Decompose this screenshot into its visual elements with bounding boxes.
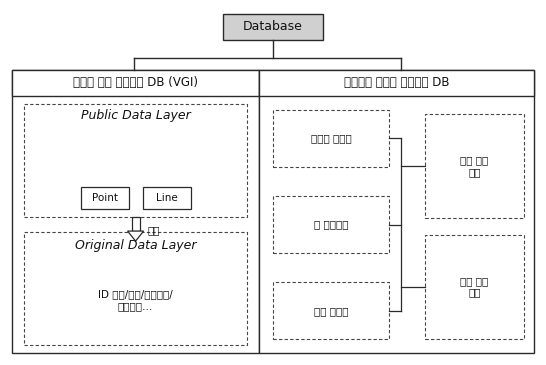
Bar (259, 70, 534, 96)
Polygon shape (128, 231, 144, 241)
Text: 타 교통약자: 타 교통약자 (313, 219, 348, 230)
Text: 교통약자 유형별 경로안내 DB: 교통약자 유형별 경로안내 DB (344, 77, 449, 89)
Bar (223, 14, 323, 40)
Bar (273, 110, 389, 166)
Bar (425, 114, 524, 218)
Bar (81, 187, 128, 209)
Text: 즐겨 찾는
경로: 즐겨 찾는 경로 (460, 276, 489, 297)
Bar (273, 283, 389, 339)
Text: Line: Line (156, 193, 177, 203)
Text: 최근 찾는
경로: 최근 찾는 경로 (460, 155, 489, 177)
Bar (24, 104, 247, 217)
Bar (12, 70, 259, 96)
Text: Public Data Layer: Public Data Layer (81, 110, 191, 123)
Bar (24, 232, 247, 345)
Bar (273, 196, 389, 253)
Text: 검증: 검증 (147, 225, 160, 235)
Bar (425, 235, 524, 339)
Bar (259, 70, 534, 353)
Bar (132, 217, 140, 231)
Text: Database: Database (243, 20, 303, 34)
Text: Original Data Layer: Original Data Layer (75, 239, 197, 253)
Text: Point: Point (92, 193, 117, 203)
Text: 휠체어 이용자: 휠체어 이용자 (311, 133, 351, 143)
Text: ID 보도/계단/횡단보도/: ID 보도/계단/횡단보도/ (98, 289, 173, 299)
Bar (12, 70, 259, 353)
Text: 장애인 이동 지원시설 DB (VGI): 장애인 이동 지원시설 DB (VGI) (73, 77, 198, 89)
Bar (143, 187, 191, 209)
Text: 일반 보행자: 일반 보행자 (313, 306, 348, 316)
Text: 지하보도…: 지하보도… (118, 301, 153, 311)
